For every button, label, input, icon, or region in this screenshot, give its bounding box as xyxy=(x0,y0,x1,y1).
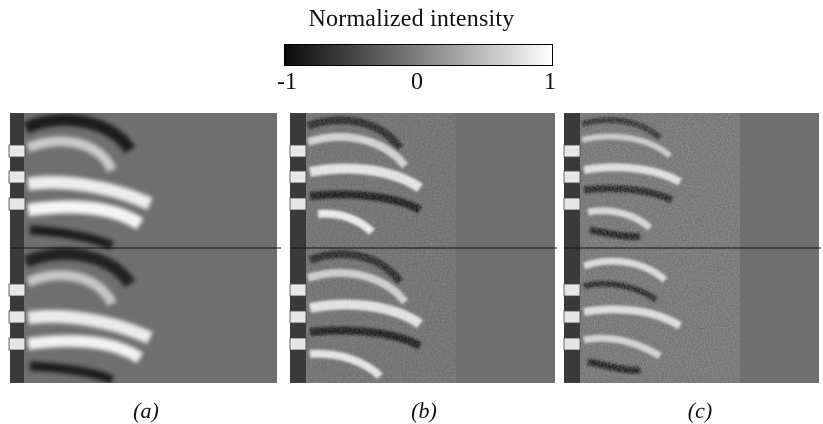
colorbar-title: Normalized intensity xyxy=(308,6,515,32)
colorbar xyxy=(284,44,553,66)
colorbar-tick-min: -1 xyxy=(277,69,297,95)
panel-a-label: (a) xyxy=(133,398,159,423)
panel-c-label: (c) xyxy=(687,398,713,423)
strip-slots xyxy=(8,144,581,351)
colorbar-tick-mid: 0 xyxy=(411,69,423,95)
panel-b-label: (b) xyxy=(411,398,437,423)
colorbar-tick-max: 1 xyxy=(544,69,556,95)
